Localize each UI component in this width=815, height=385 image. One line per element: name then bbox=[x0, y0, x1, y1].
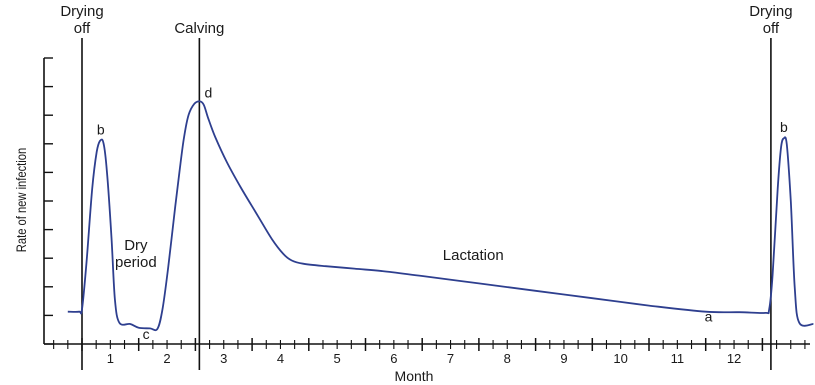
series-layer bbox=[67, 100, 814, 332]
x-tick-label: 1 bbox=[107, 351, 114, 366]
x-tick-label: 11 bbox=[671, 351, 685, 366]
x-tick-label: 3 bbox=[220, 351, 227, 366]
event-marker-label: Calving bbox=[174, 20, 224, 37]
series-line bbox=[67, 100, 814, 332]
x-tick-label: 12 bbox=[727, 351, 741, 366]
point-label-c: c bbox=[143, 326, 150, 342]
x-tick-label: 8 bbox=[504, 351, 511, 366]
y-axis-title: Rate of new infection bbox=[14, 148, 29, 252]
x-axis-title: Month bbox=[395, 368, 434, 384]
point-label-b: b bbox=[97, 122, 105, 138]
x-tick-label: 7 bbox=[447, 351, 454, 366]
y-axis bbox=[43, 57, 53, 345]
x-tick-label: 10 bbox=[613, 351, 627, 366]
x-tick-label: 4 bbox=[277, 351, 284, 366]
event-marker-label: Drying off bbox=[749, 3, 792, 37]
x-tick-label: 9 bbox=[560, 351, 567, 366]
event-marker-label: Drying off bbox=[60, 3, 103, 37]
x-tick-label: 2 bbox=[163, 351, 170, 366]
point-label-a: a bbox=[705, 309, 713, 325]
x-axis: 1 2 3 4 5 6 7 8 9 10 11 12 bbox=[44, 338, 810, 366]
region-label: Lactation bbox=[443, 247, 504, 264]
x-tick-label: 5 bbox=[334, 351, 341, 366]
annotation-layer: b c d a b Dry period Lactation bbox=[97, 85, 788, 342]
point-label-d: d bbox=[205, 85, 213, 101]
region-label: Dry period bbox=[115, 237, 157, 271]
point-label-b: b bbox=[780, 119, 788, 135]
event-markers: Drying off Calving Drying off bbox=[60, 3, 793, 370]
x-tick-label: 6 bbox=[390, 351, 397, 366]
